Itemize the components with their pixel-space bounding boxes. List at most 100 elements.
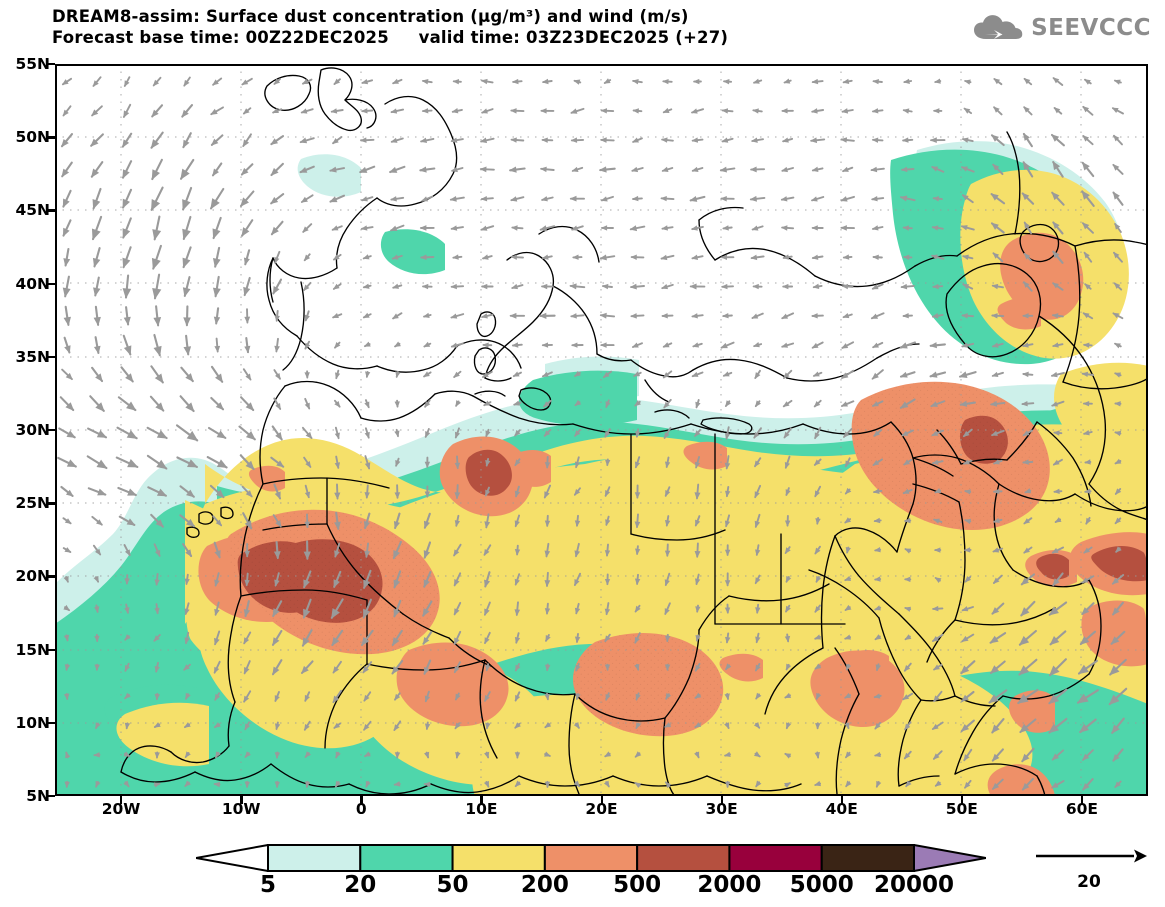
wind-arrow [1114, 222, 1122, 233]
wind-arrow [95, 780, 101, 788]
wind-arrow [365, 780, 371, 788]
wind-arrow [450, 313, 465, 319]
wind-arrow [116, 426, 138, 440]
colorbar-swatch[interactable] [451, 844, 546, 872]
wind-arrow [363, 512, 371, 530]
wind-arrow [872, 78, 883, 85]
wind-arrow [721, 108, 734, 114]
wind-arrow [574, 514, 581, 527]
wind-arrow [362, 661, 373, 674]
wind-arrow [934, 547, 942, 553]
y-tick-label: 45N [15, 201, 50, 220]
wind-arrow [570, 107, 585, 114]
wind-arrow [122, 188, 133, 209]
wind-arrow [961, 342, 975, 348]
colorbar-swatch[interactable] [820, 844, 916, 872]
wind-arrow [541, 371, 553, 378]
wind-arrow [992, 252, 1004, 263]
wind-arrow [392, 283, 403, 289]
colorbar-swatch[interactable] [267, 844, 362, 872]
wind-arrow [840, 195, 855, 202]
dust-concentration-map[interactable] [55, 64, 1148, 796]
wind-arrow [388, 165, 406, 174]
wind-arrow [483, 544, 492, 556]
wind-arrow [330, 108, 344, 114]
wind-arrow [664, 515, 671, 527]
wind-arrow [543, 429, 552, 437]
x-tick-mark [360, 796, 363, 804]
wind-arrow [845, 751, 852, 759]
title-line-1: DREAM8-assim: Surface dust concentration… [52, 7, 689, 26]
wind-arrow [273, 78, 281, 85]
wind-arrow [363, 569, 372, 590]
colorbar-swatch[interactable] [359, 844, 454, 872]
wind-arrow [124, 662, 130, 672]
wind-arrow [661, 166, 674, 172]
wind-arrow [755, 692, 762, 700]
wind-arrow [392, 540, 402, 560]
wind-arrow [1083, 78, 1092, 85]
wind-arrow [153, 543, 161, 557]
wind-arrow [663, 398, 672, 409]
wind-arrow [573, 487, 581, 496]
wind-arrow [508, 166, 526, 173]
wind-arrow [784, 782, 792, 788]
wind-arrow [754, 663, 761, 672]
wind-arrow [722, 225, 733, 231]
wind-arrow [1021, 192, 1035, 205]
wind-arrow [964, 489, 972, 495]
wind-arrow [993, 106, 1003, 116]
wind-arrow [873, 429, 883, 437]
wind-arrow [904, 721, 912, 731]
wind-arrow [455, 400, 462, 407]
wind-arrow [484, 571, 491, 588]
wind-arrow [754, 484, 762, 499]
y-tick-label: 5N [26, 787, 50, 805]
wind-arrow [1023, 546, 1033, 554]
colorbar-swatch[interactable] [543, 844, 639, 872]
wind-arrow [333, 78, 341, 85]
wind-arrow [61, 77, 73, 86]
wind-arrow [1113, 282, 1123, 291]
wind-arrow [844, 575, 852, 582]
wind-arrow [92, 187, 102, 210]
wind-arrow [572, 254, 583, 260]
wind-arrow [749, 195, 766, 202]
wind-arrow [184, 780, 191, 787]
colorbar-swatch[interactable] [636, 844, 731, 872]
wind-arrow [153, 722, 161, 728]
wind-arrow [664, 543, 671, 557]
wind-arrow [874, 751, 882, 758]
wind-arrow [60, 133, 74, 148]
wind-arrow [334, 426, 340, 440]
wind-arrow [1053, 430, 1063, 436]
coastlines [120, 67, 1148, 796]
wind-arrow [182, 132, 192, 149]
wind-arrow [176, 456, 199, 468]
wind-arrow [1082, 135, 1094, 146]
wind-arrow [812, 371, 823, 377]
wind-arrow [334, 780, 341, 788]
wind-arrow [632, 137, 643, 143]
wind-arrow [63, 693, 70, 701]
x-tick-label: 20W [101, 800, 141, 818]
wind-arrow [690, 108, 705, 114]
wind-arrow [629, 225, 646, 232]
wind-arrow [785, 604, 791, 613]
wind-arrow [845, 663, 852, 671]
wind-arrow [875, 780, 882, 788]
colorbar[interactable] [196, 843, 986, 873]
wind-arrow [903, 78, 913, 84]
colorbar-swatch[interactable] [728, 844, 823, 872]
wind-arrow [1081, 222, 1094, 234]
wind-arrow [95, 722, 101, 730]
x-tick-label: 10E [465, 800, 498, 818]
x-tick-mark [1080, 796, 1084, 804]
wind-arrow [329, 194, 346, 203]
wind-arrow [359, 137, 375, 143]
wind-arrow [1076, 689, 1099, 704]
wind-arrow [1050, 371, 1065, 378]
wind-arrow [784, 692, 792, 699]
wind-arrow [871, 283, 884, 290]
y-tick-label: 55N [15, 55, 50, 73]
